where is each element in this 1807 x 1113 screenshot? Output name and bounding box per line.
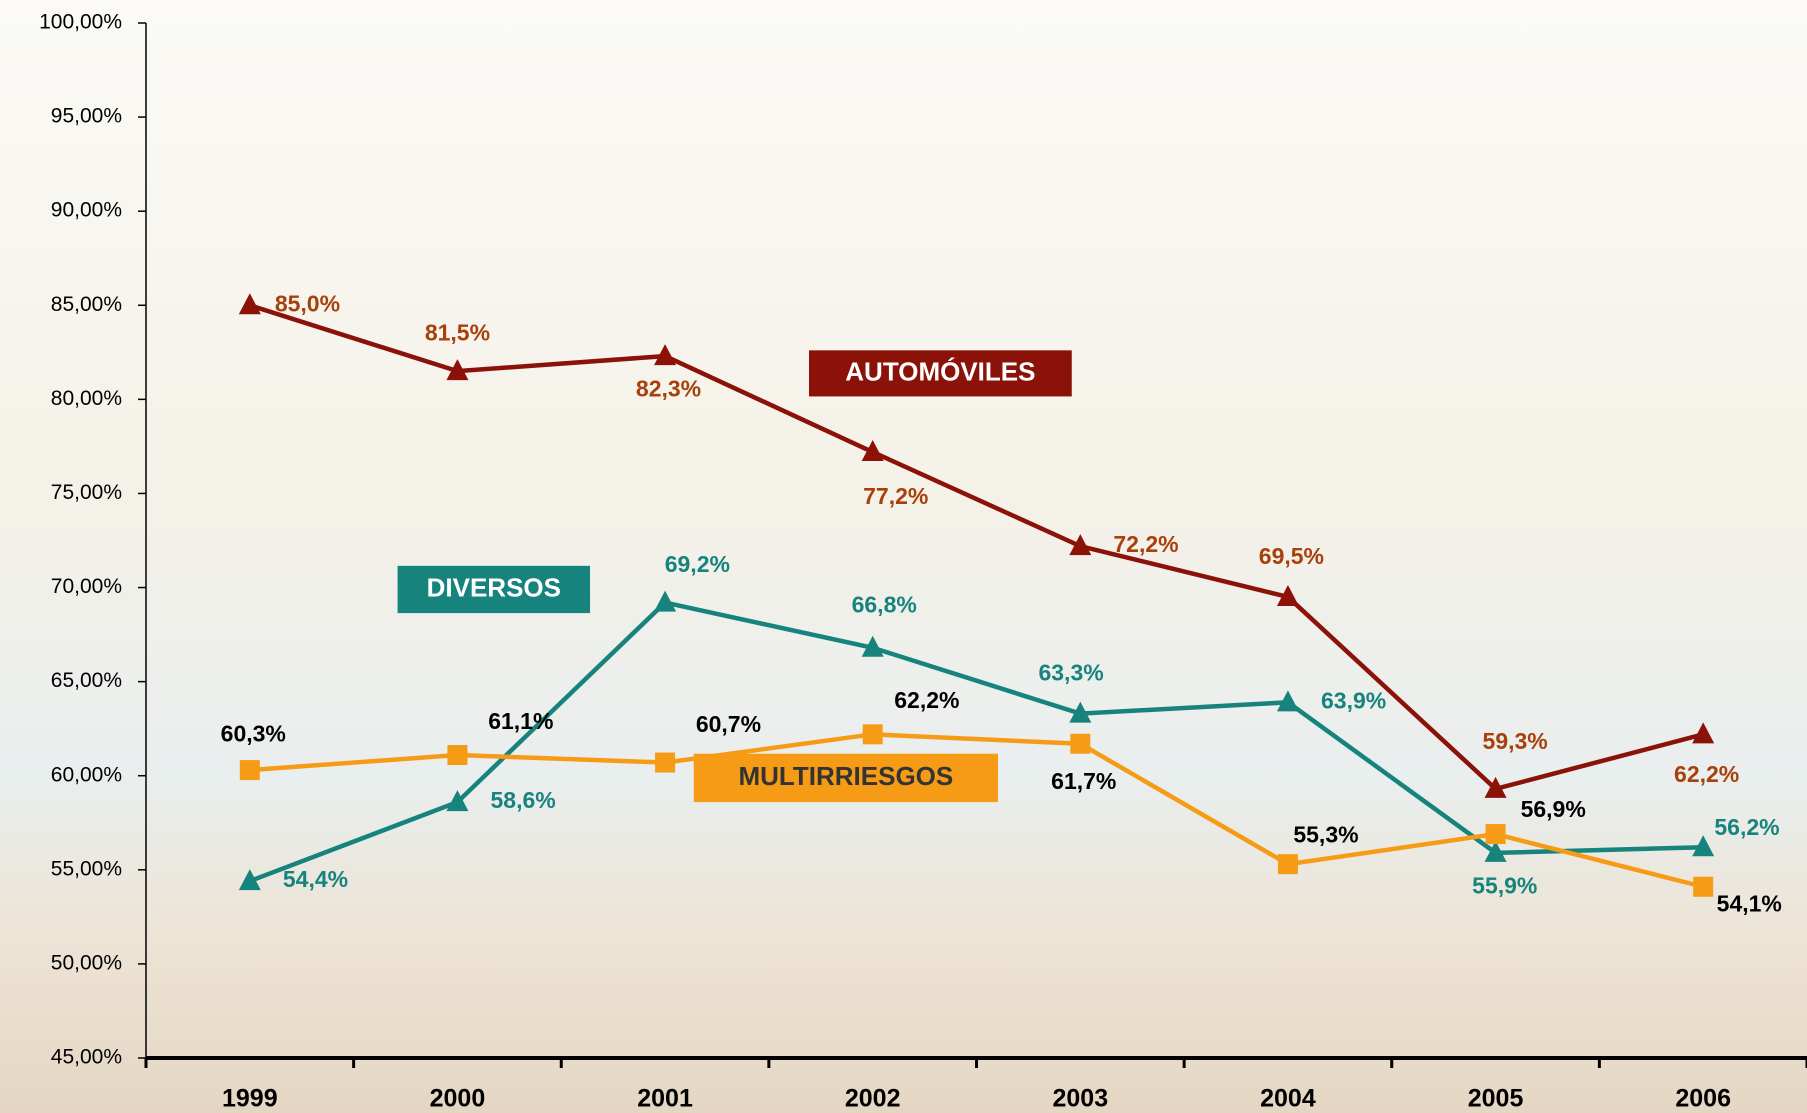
data-label: 62,2% [1674,761,1739,787]
x-tick-label: 2006 [1675,1085,1731,1113]
marker [1485,824,1506,845]
marker [447,745,468,766]
marker [1276,584,1299,606]
legend-box [397,565,591,614]
x-tick-label: 2004 [1260,1085,1316,1113]
y-tick-label: 55,00% [51,857,122,880]
marker [239,760,260,781]
data-label: 63,9% [1321,687,1386,713]
y-tick-label: 75,00% [51,481,122,504]
marker [1069,534,1092,556]
marker [446,359,469,381]
marker [1277,854,1298,875]
marker [1693,876,1714,897]
series-line [249,732,1704,889]
data-label: 58,6% [491,787,556,813]
legend-box [693,753,998,803]
marker [1484,840,1507,862]
x-tick-label: 2003 [1053,1085,1109,1113]
marker [862,724,883,745]
series-line [249,303,1704,792]
marker [238,293,261,315]
data-label: 66,8% [852,591,917,617]
marker [238,869,261,891]
x-tick-label: 2005 [1468,1085,1524,1113]
data-label: 61,7% [1051,768,1116,794]
data-label: 72,2% [1113,531,1178,557]
y-tick-label: 65,00% [51,669,122,692]
data-label: 56,9% [1521,796,1586,822]
legend-label: AUTOMÓVILES [845,356,1035,386]
data-label: 63,3% [1038,660,1103,686]
data-label: 85,0% [275,290,340,316]
marker [1070,733,1091,754]
y-tick-label: 60,00% [51,763,122,786]
data-label: 55,9% [1472,873,1537,899]
y-tick-label: 70,00% [51,575,122,598]
x-tick-label: 2001 [637,1085,693,1113]
x-tick-label: 2002 [845,1085,901,1113]
marker [1069,701,1092,723]
marker [654,344,677,366]
legend-box [809,350,1072,397]
data-label: 55,3% [1293,822,1358,848]
data-label: 60,7% [696,711,761,737]
y-tick-label: 90,00% [51,199,122,222]
data-label: 54,4% [283,866,348,892]
data-label: 56,2% [1714,814,1779,840]
data-label: 54,1% [1717,890,1782,916]
marker [1692,722,1715,744]
y-tick-label: 45,00% [51,1046,122,1069]
marker [654,590,677,612]
legend-label: DIVERSOS [427,572,561,602]
x-tick-label: 1999 [222,1085,278,1113]
y-tick-label: 95,00% [51,105,122,128]
y-tick-label: 80,00% [51,387,122,410]
marker [861,440,884,462]
marker [446,790,469,812]
data-label: 61,1% [488,708,553,734]
marker [861,635,884,657]
x-tick-label: 2000 [430,1085,486,1113]
marker [1692,835,1715,857]
y-tick-label: 50,00% [51,951,122,974]
legend-label: MULTIRRIESGOS [739,761,954,791]
data-label: 77,2% [863,483,928,509]
series-line [249,600,1704,884]
marker [1484,776,1507,798]
data-label: 81,5% [425,319,490,345]
y-tick-label: 85,00% [51,293,122,316]
marker [655,752,676,773]
data-label: 69,5% [1259,543,1324,569]
marker [1276,690,1299,712]
data-label: 82,3% [636,376,701,402]
data-label: 60,3% [221,721,286,747]
data-label: 62,2% [894,687,959,713]
y-tick-label: 100,00% [39,11,122,34]
data-label: 69,2% [665,551,730,577]
data-label: 59,3% [1483,728,1548,754]
